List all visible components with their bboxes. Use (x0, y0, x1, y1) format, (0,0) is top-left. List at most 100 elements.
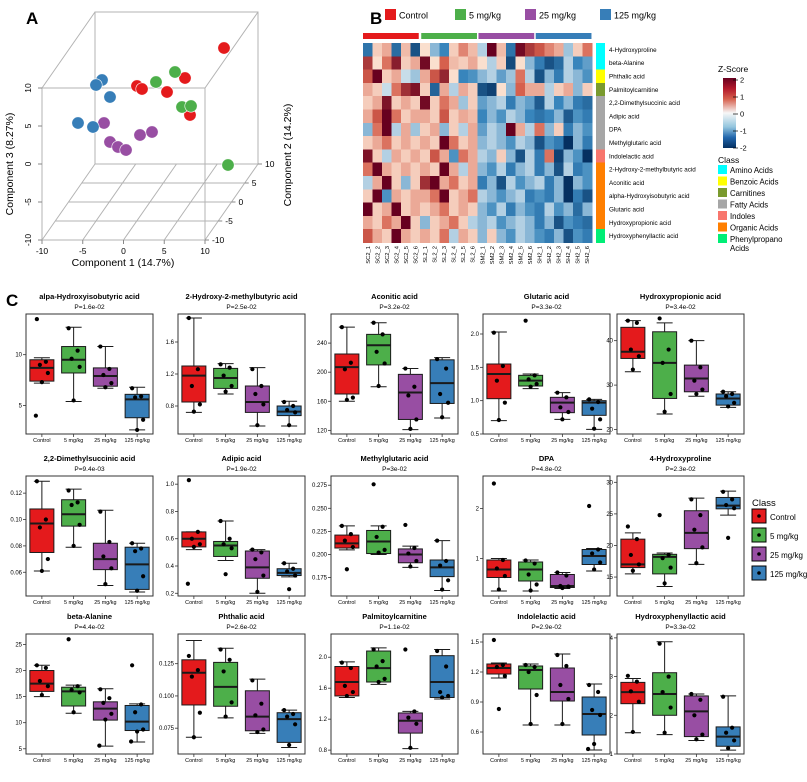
heatmap-cell (553, 109, 564, 124)
x-tick-label: 125 mg/kg (277, 600, 302, 606)
heatmap-cell (382, 162, 392, 177)
jitter-point (37, 362, 42, 367)
box (213, 661, 239, 707)
x-tick-label: 25 mg/kg (685, 600, 707, 606)
jitter-point (558, 682, 563, 688)
jitter-point (730, 391, 735, 397)
heatmap-cell (382, 202, 392, 217)
heatmap-cell (544, 69, 555, 84)
heatmap-cell (372, 43, 383, 57)
y-tick-label: 0.4 (166, 564, 175, 570)
heatmap-cell (363, 96, 373, 110)
heatmap-cell (429, 202, 440, 217)
pca-point-control (217, 41, 231, 55)
jitter-point (374, 534, 379, 540)
x-tick-label: Control (490, 758, 507, 764)
x-tick-label: 25 mg/kg (685, 438, 707, 444)
heatmap-cell (534, 176, 545, 190)
heatmap-cell (572, 109, 583, 124)
jitter-point (700, 545, 705, 550)
heatmap-cell (544, 229, 555, 243)
jitter-point (558, 405, 563, 410)
heatmap-cell (582, 69, 593, 84)
heatmap-cell (477, 56, 488, 70)
row-class-chip (596, 229, 605, 243)
jitter-point (109, 566, 114, 571)
jitter-point (590, 707, 595, 713)
heatmap-cell (382, 189, 392, 203)
x-tick-label: Control (338, 600, 355, 606)
y-tick-label: 0.10 (10, 518, 22, 524)
heatmap-cell (506, 229, 516, 243)
heatmap-cell (544, 189, 555, 203)
jitter-point (382, 547, 387, 552)
jitter-point (628, 552, 633, 558)
heatmap-cell (448, 43, 459, 57)
subplot-pvalue: P=2.3e-02 (665, 466, 696, 473)
jitter-point (408, 745, 413, 750)
jitter-point (408, 426, 413, 432)
heatmap-cell (363, 109, 373, 124)
heatmap-cell (534, 202, 545, 217)
boxplot-subplot: 2,2-Dimethylsuccinic acid P=9.4e-03 0.06 0.… (10, 454, 154, 606)
subplot-title: Aconitic acid (371, 292, 418, 301)
subplot-title: 4-Hydroxyproline (650, 454, 712, 463)
heatmap-column-label: SH2_1 (537, 246, 543, 264)
heatmap-cell (429, 189, 440, 203)
jitter-point (500, 662, 505, 668)
jitter-point (282, 561, 287, 566)
heatmap-cell (534, 189, 545, 203)
heatmap-cell (534, 82, 545, 97)
subplot-pvalue: P=3.3e-02 (665, 624, 696, 631)
heatmap-cell (515, 96, 526, 110)
box (620, 326, 646, 359)
heatmap-cell (448, 176, 459, 190)
heatmap-cell (458, 189, 469, 203)
y-tick-label: 0.08 (10, 544, 22, 550)
pca-point-125-mg-kg (86, 120, 100, 134)
heatmap-cell (448, 122, 459, 137)
jitter-point (371, 647, 376, 652)
pca-point-25-mg-kg (97, 116, 111, 130)
jitter-point (523, 662, 528, 668)
heatmap-cell (563, 69, 574, 84)
x-tick-label: -10 (36, 246, 49, 256)
heatmap-cell (582, 82, 593, 97)
heatmap-cell (496, 176, 507, 190)
heatmap-cell (496, 96, 507, 110)
heatmap-cell (553, 136, 564, 150)
jitter-point (438, 391, 443, 397)
group-label: Control (399, 11, 428, 21)
heatmap-cell (458, 202, 469, 217)
heatmap-cell (563, 176, 574, 190)
jitter-point (221, 373, 226, 378)
heatmap-cell (477, 176, 488, 190)
heatmap-cell (487, 96, 497, 110)
heatmap-cell (448, 229, 459, 243)
heatmap-cell (410, 56, 421, 70)
heatmap-cell (487, 202, 497, 217)
heatmap-cell (448, 109, 459, 124)
jitter-point (285, 407, 290, 413)
plot-frame (177, 475, 306, 597)
box (61, 499, 87, 527)
jitter-point (250, 547, 255, 552)
x-tick-label: 5 mg/kg (64, 600, 83, 606)
heatmap-cell (391, 43, 402, 57)
heatmap-cell (496, 229, 507, 243)
jitter-point (371, 482, 376, 487)
heatmap-cell (448, 69, 459, 84)
heatmap-cell (382, 122, 392, 137)
y-tick-label: 15 (606, 575, 613, 581)
box (124, 704, 150, 732)
heatmap-cell (372, 56, 383, 70)
x-tick-label: 125 mg/kg (277, 438, 302, 444)
jitter-point (141, 417, 146, 422)
heatmap-cell (458, 149, 469, 163)
x-tick-label: 125 mg/kg (125, 438, 150, 444)
heatmap-cell (391, 96, 402, 110)
heatmap-cell (372, 136, 383, 150)
jitter-point (77, 690, 82, 695)
jitter-point (698, 365, 703, 370)
y-tick-label: 0.12 (10, 491, 22, 497)
